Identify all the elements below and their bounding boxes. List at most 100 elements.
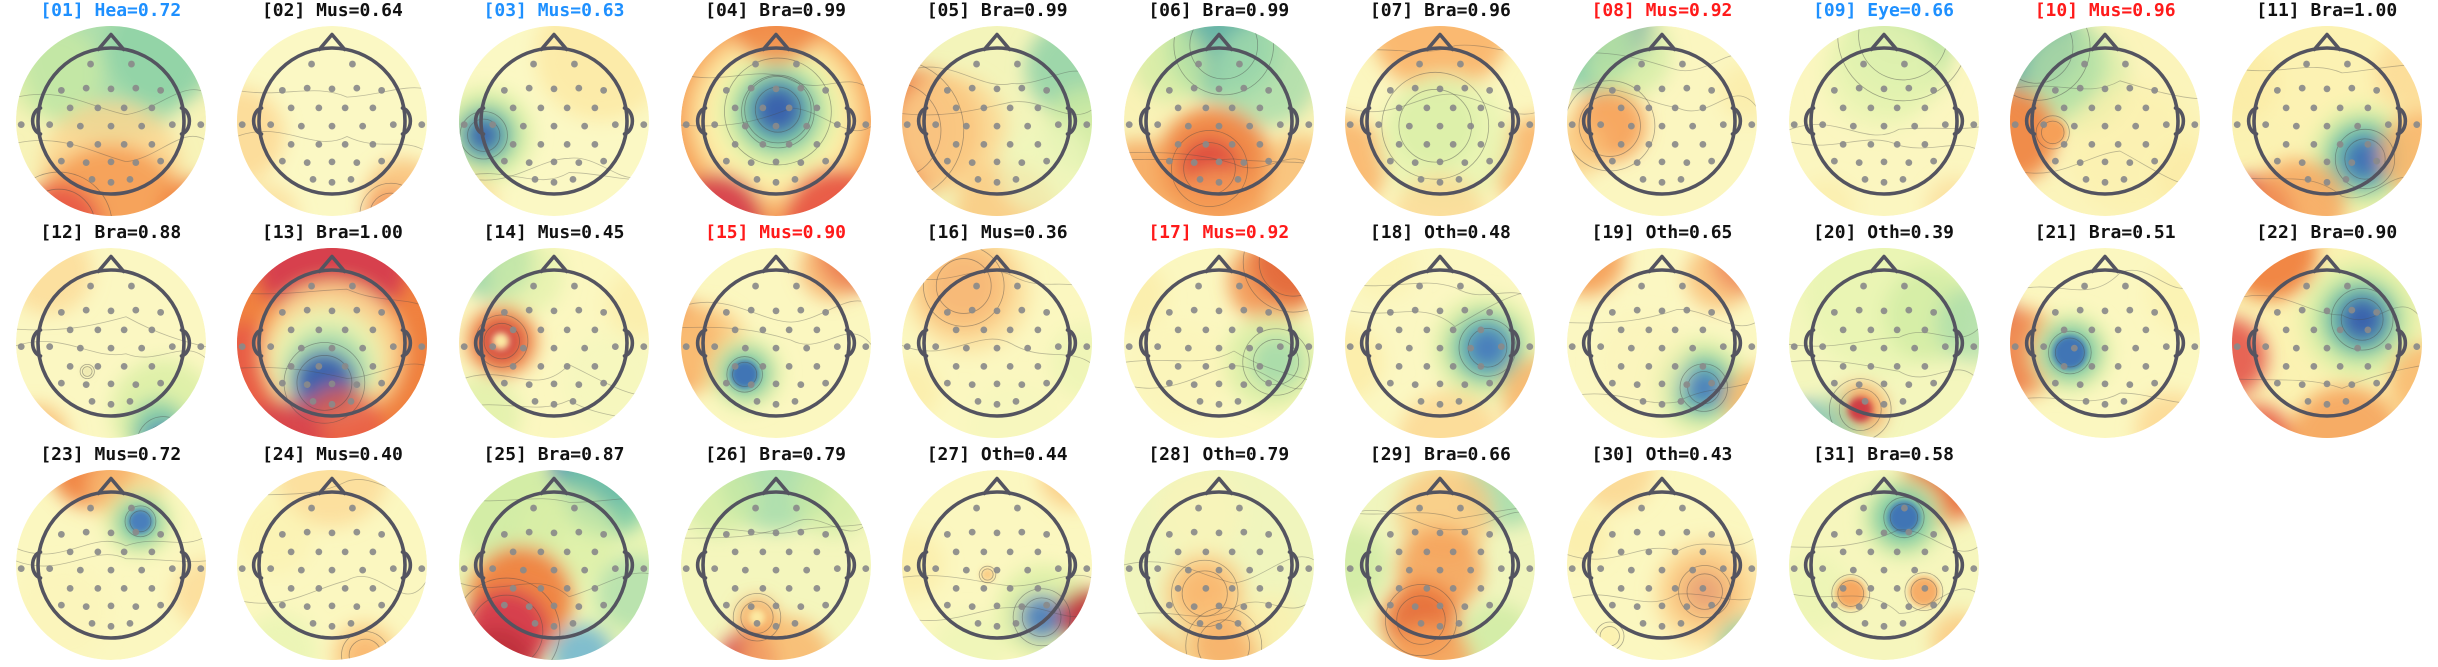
component-title: [20] Oth=0.39	[1813, 222, 1954, 243]
component-cell-13: [13] Bra=1.00	[222, 222, 444, 444]
topomap-plot	[458, 248, 649, 438]
electrode-dots	[682, 282, 869, 408]
head-outline-icon	[1803, 254, 1964, 418]
electrode-dots	[903, 282, 1091, 408]
component-title: [27] Oth=0.44	[926, 444, 1068, 465]
component-cell-14: [14] Mus=0.45	[443, 222, 665, 444]
component-cell-23: [23] Mus=0.72	[0, 444, 222, 666]
topomap-plot	[237, 248, 428, 438]
component-cell-06: [06] Bra=0.99	[1108, 0, 1330, 222]
component-cell-05: [05] Bra=0.99	[886, 0, 1108, 222]
component-cell-26: [26] Bra=0.79	[665, 444, 887, 666]
topomap-plot	[237, 470, 428, 660]
electrode-dots	[1568, 504, 1756, 630]
topomap-plot	[2231, 26, 2422, 216]
head-outline-icon	[917, 254, 1078, 418]
component-title: [08] Mus=0.92	[1591, 0, 1733, 21]
component-cell-08: [08] Mus=0.92	[1551, 0, 1773, 222]
topomap-plot	[680, 470, 871, 660]
electrode-dots	[682, 504, 869, 630]
component-cell-09: [09] Eye=0.66	[1773, 0, 1995, 222]
head-outline-icon	[1138, 254, 1299, 418]
topomap-plot	[1788, 470, 1979, 660]
component-title: [29] Bra=0.66	[1369, 444, 1511, 465]
component-cell-16: [16] Mus=0.36	[886, 222, 1108, 444]
component-cell-03: [03] Mus=0.63	[443, 0, 665, 222]
topomap-plot	[2010, 26, 2201, 216]
head-outline-icon	[695, 254, 856, 418]
component-title: [28] Oth=0.79	[1148, 444, 1290, 465]
electrode-dots	[239, 504, 426, 630]
topomap-plot	[1788, 248, 1979, 438]
component-title: [03] Mus=0.63	[483, 0, 625, 21]
electrode-dots	[682, 60, 869, 186]
topomap-plot	[1123, 470, 1314, 660]
topomap-plot	[1345, 26, 1536, 216]
topomap-plot	[2231, 248, 2422, 438]
electrode-dots	[17, 282, 204, 408]
component-cell-17: [17] Mus=0.92	[1108, 222, 1330, 444]
component-title: [26] Bra=0.79	[705, 444, 847, 465]
topomap-plot	[458, 470, 649, 660]
component-cell-21: [21] Bra=0.51	[1994, 222, 2216, 444]
head-outline-icon	[473, 254, 635, 418]
electrode-dots	[2233, 60, 2420, 186]
electrode-dots	[1347, 504, 1534, 630]
topomap-plot	[1566, 26, 1757, 216]
head-outline-icon	[1581, 32, 1743, 196]
component-title: [21] Bra=0.51	[2034, 222, 2176, 243]
topomap-plot	[1123, 26, 1314, 216]
head-outline-icon	[1581, 476, 1743, 640]
component-title: [04] Bra=0.99	[705, 0, 847, 21]
component-title: [14] Mus=0.45	[483, 222, 625, 243]
electrode-dots	[1790, 60, 1977, 186]
electrode-dots	[903, 504, 1091, 630]
component-cell-02: [02] Mus=0.64	[222, 0, 444, 222]
component-title: [13] Bra=1.00	[261, 222, 403, 243]
electrode-dots	[1347, 60, 1534, 186]
component-title: [01] Hea=0.72	[40, 0, 182, 21]
component-title: [23] Mus=0.72	[40, 444, 182, 465]
topomap-plot	[15, 248, 206, 438]
topomap-plot	[1123, 248, 1314, 438]
component-title: [05] Bra=0.99	[926, 0, 1068, 21]
electrode-dots	[1568, 282, 1756, 408]
head-outline-icon	[2024, 254, 2186, 418]
head-outline-icon	[917, 476, 1078, 640]
topomap-plot	[1345, 470, 1536, 660]
head-outline-icon	[473, 476, 635, 640]
component-cell-31: [31] Bra=0.58	[1773, 444, 1995, 666]
component-title: [12] Bra=0.88	[40, 222, 182, 243]
electrode-dots	[17, 504, 204, 630]
head-outline-icon	[2246, 32, 2407, 196]
component-cell-30: [30] Oth=0.43	[1551, 444, 1773, 666]
component-cell-11: [11] Bra=1.00	[2216, 0, 2438, 222]
component-cell-07: [07] Bra=0.96	[1330, 0, 1552, 222]
component-cell-20: [20] Oth=0.39	[1773, 222, 1995, 444]
head-outline-icon	[252, 476, 413, 640]
head-outline-icon	[695, 476, 856, 640]
electrode-dots	[2011, 60, 2199, 186]
topomap-plot	[2010, 248, 2201, 438]
component-cell-24: [24] Mus=0.40	[222, 444, 444, 666]
component-title: [09] Eye=0.66	[1813, 0, 1954, 21]
component-cell-12: [12] Bra=0.88	[0, 222, 222, 444]
component-cell-22: [22] Bra=0.90	[2216, 222, 2438, 444]
component-cell-28: [28] Oth=0.79	[1108, 444, 1330, 666]
topomap-plot	[680, 26, 871, 216]
head-outline-icon	[30, 254, 191, 418]
electrode-dots	[903, 60, 1091, 186]
electrode-dots	[2011, 282, 2199, 408]
component-title: [25] Bra=0.87	[483, 444, 625, 465]
component-title: [24] Mus=0.40	[261, 444, 403, 465]
head-outline-icon	[1360, 476, 1521, 640]
electrode-dots	[239, 282, 426, 408]
component-cell-01: [01] Hea=0.72	[0, 0, 222, 222]
component-title: [18] Oth=0.48	[1369, 222, 1511, 243]
component-title: [07] Bra=0.96	[1369, 0, 1511, 21]
head-outline-icon	[473, 32, 635, 196]
topomap-plot	[15, 26, 206, 216]
head-outline-icon	[1360, 254, 1521, 418]
component-title: [11] Bra=1.00	[2256, 0, 2398, 21]
